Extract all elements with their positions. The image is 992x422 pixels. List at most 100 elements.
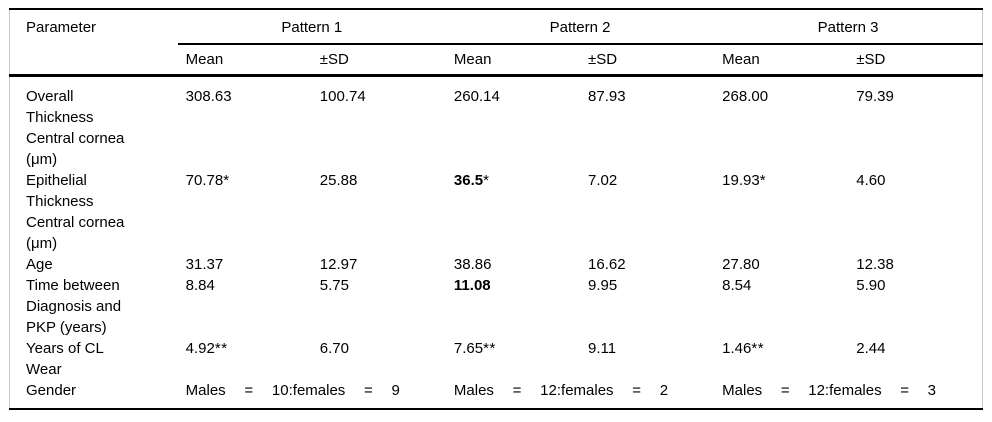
- value-text: 11.08: [453, 277, 491, 294]
- value-text: 31.37: [185, 256, 224, 273]
- sd-cell: 25.88: [312, 170, 446, 254]
- sd-cell: 9.11: [580, 338, 714, 380]
- subheader-mean-pattern-3: Mean: [714, 44, 849, 77]
- value-text: 12.97: [319, 256, 358, 273]
- row-label-line: Central cornea: [26, 214, 125, 231]
- mean-cell: 308.63: [178, 76, 312, 171]
- row-label-line: (μm): [26, 151, 58, 168]
- significance-mark: *: [759, 172, 767, 189]
- gender-token: =: [632, 382, 642, 399]
- value-text: 7.65: [453, 340, 484, 357]
- value-text: 9.11: [588, 340, 617, 357]
- gender-token: 2: [659, 382, 669, 399]
- significance-mark: **: [214, 340, 228, 357]
- row-label: Age: [10, 254, 178, 275]
- gender-cell-pattern-2: Males = 12:females = 2: [446, 380, 714, 409]
- group-header-pattern-3: Pattern 3: [714, 9, 983, 45]
- value-text: 16.62: [588, 256, 626, 273]
- mean-cell: 7.65**: [446, 338, 580, 380]
- value-text: 1.46: [722, 340, 752, 357]
- sd-cell: 16.62: [580, 254, 714, 275]
- mean-cell: 38.86: [446, 254, 580, 275]
- mean-cell: 8.54: [714, 275, 848, 338]
- table-row-gender: Gender Males = 10:females = 9 Males = 12…: [10, 380, 983, 409]
- value-text: 6.70: [319, 340, 349, 357]
- mean-cell: 4.92**: [178, 338, 312, 380]
- value-text: 25.88: [319, 172, 358, 189]
- value-text: 36.5: [453, 172, 484, 189]
- gender-token: 10:females: [271, 382, 346, 399]
- value-text: 4.92: [185, 340, 215, 357]
- mean-cell: 268.00: [714, 76, 848, 171]
- row-label: Years of CL Wear: [10, 338, 178, 380]
- row-label-line: Years of CL: [26, 340, 104, 357]
- sd-cell: 79.39: [848, 76, 982, 171]
- subheader-mean-pattern-1: Mean: [177, 44, 312, 77]
- gender-token: =: [244, 382, 254, 399]
- row-label-line: Overall: [26, 88, 74, 105]
- value-text: 5.90: [856, 277, 886, 294]
- row-label-line: Thickness: [26, 193, 94, 210]
- row-label: Time between Diagnosis and PKP (years): [10, 275, 178, 338]
- subheader-sd-pattern-3: ±SD: [848, 44, 983, 77]
- gender-ratio: Males = 10:females = 9: [186, 380, 400, 401]
- value-text: 308.63: [185, 88, 232, 105]
- sd-cell: 6.70: [312, 338, 446, 380]
- table-row-epithelial-thickness: Epithelial Thickness Central cornea (μm)…: [10, 170, 983, 254]
- group-header-pattern-2: Pattern 2: [445, 9, 715, 45]
- table-row-age: Age 31.37 12.97 38.86 16.62 27.80 12.38: [10, 254, 983, 275]
- value-text: 5.75: [319, 277, 349, 294]
- row-label-line: Epithelial: [26, 172, 87, 189]
- subheader-sd-pattern-1: ±SD: [311, 44, 446, 77]
- significance-mark: *: [223, 172, 230, 189]
- gender-token: Males: [453, 382, 494, 399]
- sd-cell: 4.60: [848, 170, 982, 254]
- row-label-line: Age: [26, 256, 53, 273]
- mean-cell: 8.84: [178, 275, 312, 338]
- significance-mark: **: [483, 340, 496, 357]
- value-text: 4.60: [856, 172, 886, 189]
- row-label: Gender: [10, 380, 178, 409]
- gender-cell-pattern-1: Males = 10:females = 9: [178, 380, 446, 409]
- mean-cell: 70.78*: [178, 170, 312, 254]
- sd-cell: 5.75: [312, 275, 446, 338]
- row-label-line: Wear: [26, 361, 62, 378]
- mean-cell: 19.93*: [714, 170, 848, 254]
- mean-cell: 36.5*: [446, 170, 580, 254]
- gender-token: 9: [391, 382, 400, 399]
- value-text: 9.95: [588, 277, 618, 294]
- sd-cell: 7.02: [580, 170, 714, 254]
- value-text: 27.80: [722, 256, 760, 273]
- subheader-sd-pattern-2: ±SD: [580, 44, 715, 77]
- gender-token: =: [780, 382, 790, 399]
- gender-ratio: Males = 12:females = 2: [454, 380, 668, 401]
- value-text: 70.78: [185, 172, 224, 189]
- sd-cell: 9.95: [580, 275, 714, 338]
- gender-token: =: [364, 382, 373, 399]
- sd-cell: 12.38: [848, 254, 982, 275]
- value-text: 7.02: [588, 172, 618, 189]
- header-row-groups: Parameter Pattern 1 Pattern 2 Pattern 3: [9, 9, 983, 77]
- significance-mark: **: [751, 340, 765, 357]
- row-label: Overall Thickness Central cornea (μm): [10, 76, 178, 171]
- value-text: 268.00: [722, 88, 769, 105]
- sd-cell: 87.93: [580, 76, 714, 171]
- value-text: 87.93: [588, 88, 626, 105]
- gender-token: 12:females: [540, 382, 614, 399]
- row-label-line: Thickness: [26, 109, 94, 126]
- col-header-parameter: Parameter: [9, 9, 178, 77]
- row-label-line: PKP (years): [26, 319, 107, 336]
- group-header-pattern-1: Pattern 1: [177, 9, 446, 45]
- mean-cell: 1.46**: [714, 338, 848, 380]
- gender-token: 3: [927, 382, 936, 399]
- gender-token: Males: [722, 382, 763, 399]
- subheader-mean-pattern-2: Mean: [445, 44, 581, 77]
- table-row-years-cl-wear: Years of CL Wear 4.92** 6.70 7.65** 9.11…: [10, 338, 983, 380]
- value-text: 100.74: [319, 88, 366, 105]
- value-text: 8.54: [722, 277, 752, 294]
- value-text: 2.44: [856, 340, 886, 357]
- results-table: Parameter Pattern 1 Pattern 2 Pattern 3 …: [9, 8, 983, 410]
- gender-ratio: Males = 12:females = 3: [722, 380, 936, 401]
- gender-token: =: [512, 382, 522, 399]
- gender-token: Males: [185, 382, 226, 399]
